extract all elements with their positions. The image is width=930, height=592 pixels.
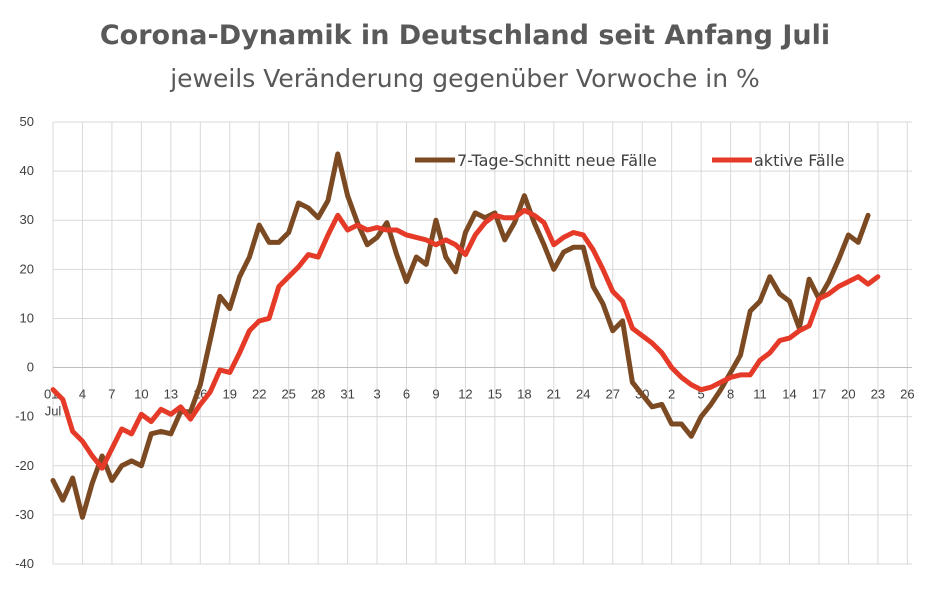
x-tick-label: 2 (668, 387, 675, 402)
legend: 7-Tage-Schnitt neue Fälle aktive Fälle (415, 151, 844, 170)
x-tick-label: 14 (782, 387, 796, 402)
x-tick-label: 20 (841, 387, 855, 402)
x-tick-label: 24 (576, 387, 590, 402)
series-line-2 (50, 207, 881, 471)
y-tick-label: -10 (15, 409, 34, 424)
x-tick-label: 01. (44, 387, 62, 402)
x-tick-label: 4 (79, 387, 86, 402)
x-tick-label: 27 (606, 387, 620, 402)
legend-label-1: 7-Tage-Schnitt neue Fälle (457, 151, 657, 170)
x-tick-label: 9 (432, 387, 439, 402)
x-tick-label: 13 (164, 387, 178, 402)
x-tick-label: 7 (108, 387, 115, 402)
y-tick-label: 30 (20, 212, 34, 227)
x-tick-label: 22 (252, 387, 266, 402)
x-tick-label: 25 (281, 387, 295, 402)
x-tick-label: 11 (753, 387, 767, 402)
x-tick-label: 19 (223, 387, 237, 402)
grid (52, 121, 912, 565)
chart-title: Corona-Dynamik in Deutschland seit Anfan… (99, 20, 831, 51)
y-tick-label: 40 (20, 163, 34, 178)
chart-subtitle: jeweils Veränderung gegenüber Vorwoche i… (170, 64, 760, 93)
x-tick-label: 17 (812, 387, 826, 402)
x-tick-label: 28 (311, 387, 325, 402)
y-tick-label: -40 (15, 556, 34, 571)
x-tick-label: 15 (488, 387, 502, 402)
series-line-1 (50, 151, 871, 520)
x-tick-label: 10 (134, 387, 148, 402)
y-tick-label: 50 (20, 114, 34, 129)
x-tick-label: 6 (403, 387, 410, 402)
y-tick-label: 0 (27, 360, 34, 375)
x-tick-label: 3 (373, 387, 380, 402)
x-tick-label: 5 (698, 387, 705, 402)
series (50, 151, 881, 520)
y-tick-label: -20 (15, 458, 34, 473)
x-tick-label: 12 (458, 387, 472, 402)
x-tick-label: 21 (547, 387, 561, 402)
x-tick-label: 8 (727, 387, 734, 402)
y-tick-label: 10 (20, 310, 34, 325)
x-tick-label: 18 (517, 387, 531, 402)
legend-label-2: aktive Fälle (754, 151, 844, 170)
x-tick-sublabel: Jul (45, 404, 62, 419)
y-tick-label: 20 (20, 261, 34, 276)
y-tick-label: -30 (15, 507, 34, 522)
x-tick-label: 23 (871, 387, 885, 402)
x-tick-label: 31 (340, 387, 354, 402)
x-tick-label: 26 (900, 387, 914, 402)
